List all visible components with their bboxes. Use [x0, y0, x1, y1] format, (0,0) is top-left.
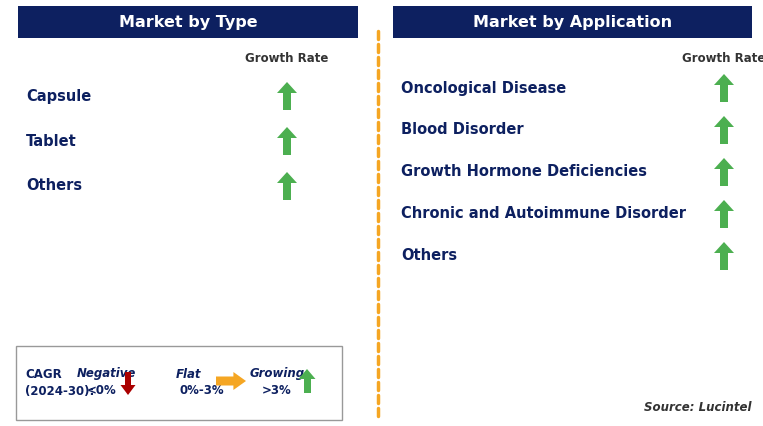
Text: Blood Disorder: Blood Disorder [401, 123, 523, 138]
Text: (2024-30):: (2024-30): [25, 385, 95, 397]
Text: Capsule: Capsule [26, 89, 92, 104]
Polygon shape [714, 242, 734, 253]
Text: Growth Rate: Growth Rate [246, 52, 329, 64]
Text: Negative: Negative [76, 368, 136, 380]
Polygon shape [277, 127, 297, 138]
Text: Oncological Disease: Oncological Disease [401, 81, 566, 95]
FancyBboxPatch shape [18, 6, 358, 38]
Polygon shape [720, 211, 728, 228]
Polygon shape [298, 369, 315, 379]
Polygon shape [121, 385, 136, 395]
Polygon shape [283, 93, 291, 110]
Polygon shape [125, 372, 131, 385]
Text: Growing: Growing [250, 368, 304, 380]
FancyBboxPatch shape [16, 346, 342, 420]
Polygon shape [714, 74, 734, 85]
Text: Others: Others [401, 248, 457, 264]
Text: Others: Others [26, 178, 82, 193]
Polygon shape [277, 82, 297, 93]
Polygon shape [714, 200, 734, 211]
Polygon shape [720, 253, 728, 270]
Polygon shape [720, 169, 728, 186]
Text: Market by Application: Market by Application [473, 14, 672, 29]
Text: Growth Rate: Growth Rate [682, 52, 763, 64]
Polygon shape [720, 85, 728, 102]
Polygon shape [720, 127, 728, 144]
Text: Market by Type: Market by Type [119, 14, 257, 29]
FancyBboxPatch shape [393, 6, 752, 38]
Polygon shape [277, 172, 297, 183]
Polygon shape [283, 183, 291, 200]
Polygon shape [714, 116, 734, 127]
Text: <0%: <0% [87, 383, 117, 397]
Text: CAGR: CAGR [25, 368, 62, 382]
Text: Flat: Flat [175, 368, 201, 380]
Polygon shape [714, 158, 734, 169]
Text: Chronic and Autoimmune Disorder: Chronic and Autoimmune Disorder [401, 207, 686, 222]
Polygon shape [304, 379, 311, 393]
Text: 0%-3%: 0%-3% [180, 383, 224, 397]
Text: Growth Hormone Deficiencies: Growth Hormone Deficiencies [401, 164, 647, 179]
Text: >3%: >3% [262, 383, 292, 397]
Polygon shape [216, 372, 246, 390]
Polygon shape [283, 138, 291, 155]
Text: Source: Lucintel: Source: Lucintel [645, 401, 752, 414]
Text: Tablet: Tablet [26, 133, 77, 149]
